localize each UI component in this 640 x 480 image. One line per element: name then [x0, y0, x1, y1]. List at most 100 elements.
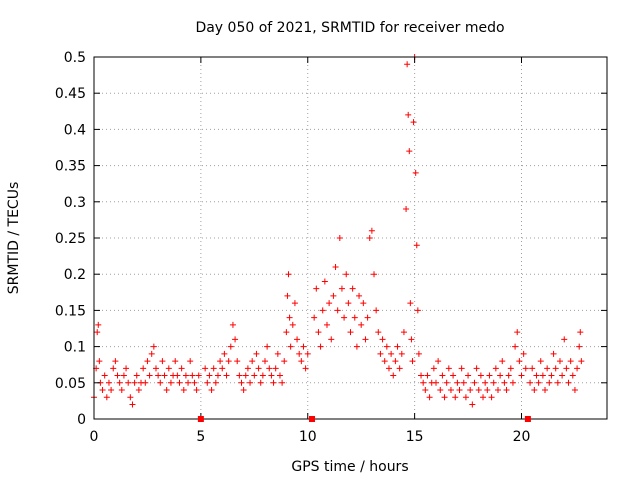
data-point — [125, 379, 132, 386]
data-point — [264, 343, 271, 350]
data-point — [240, 387, 247, 394]
y-tick-label: 0.15 — [55, 303, 86, 319]
data-point — [206, 372, 213, 379]
data-point — [319, 307, 326, 314]
data-point — [120, 372, 127, 379]
data-point — [577, 329, 584, 336]
data-point — [505, 372, 512, 379]
data-point — [182, 372, 189, 379]
data-point — [110, 365, 117, 372]
data-point — [185, 379, 192, 386]
y-tick-label: 0 — [77, 412, 86, 428]
chart-title: Day 050 of 2021, SRMTID for receiver med… — [195, 20, 504, 36]
x-axis-label: GPS time / hours — [291, 459, 408, 475]
data-point — [178, 365, 185, 372]
x-tick-label: 10 — [299, 429, 317, 445]
data-point — [304, 350, 311, 357]
data-point — [148, 350, 155, 357]
data-point — [379, 336, 386, 343]
data-point — [554, 379, 561, 386]
y-tick-label: 0.3 — [64, 195, 86, 211]
data-point — [400, 329, 407, 336]
data-point — [445, 365, 452, 372]
data-point — [371, 271, 378, 278]
data-point — [229, 321, 236, 328]
data-point — [514, 329, 521, 336]
data-point — [552, 365, 559, 372]
data-point — [326, 300, 333, 307]
data-point — [291, 300, 298, 307]
x-tick-label: 20 — [513, 429, 531, 445]
data-point — [349, 285, 356, 292]
data-point — [351, 314, 358, 321]
data-point — [311, 314, 318, 321]
data-point — [520, 350, 527, 357]
y-tick-label: 0.1 — [64, 340, 86, 356]
y-tick-label: 0.2 — [64, 267, 86, 283]
y-tick-label: 0.5 — [64, 50, 86, 66]
data-point — [219, 365, 226, 372]
data-point — [217, 358, 224, 365]
data-point — [210, 365, 217, 372]
data-point — [315, 329, 322, 336]
data-point — [140, 365, 147, 372]
data-point — [155, 372, 162, 379]
data-point — [396, 365, 403, 372]
data-point — [221, 350, 228, 357]
x-tick-label: 5 — [196, 429, 205, 445]
data-point — [268, 372, 275, 379]
data-point — [404, 61, 411, 68]
data-point — [462, 394, 469, 401]
data-point — [366, 235, 373, 241]
data-point — [227, 343, 234, 350]
data-point — [279, 379, 286, 386]
grid-layer — [94, 57, 607, 419]
data-point — [422, 387, 429, 394]
data-point — [214, 372, 221, 379]
gap-markers — [197, 416, 531, 422]
data-point — [486, 372, 493, 379]
data-point — [385, 365, 392, 372]
data-point — [195, 372, 202, 379]
data-point — [232, 336, 239, 343]
data-point — [360, 300, 367, 307]
data-point — [343, 271, 350, 278]
data-point — [507, 365, 514, 372]
data-point — [253, 350, 260, 357]
data-point — [257, 379, 264, 386]
data-point — [415, 350, 422, 357]
data-point — [266, 365, 273, 372]
data-point — [494, 387, 501, 394]
data-point — [437, 387, 444, 394]
data-point — [317, 343, 324, 350]
data-point — [118, 387, 125, 394]
data-point — [172, 358, 179, 365]
data-point — [501, 379, 508, 386]
data-point — [475, 387, 482, 394]
data-point — [330, 292, 337, 299]
data-point — [287, 343, 294, 350]
y-tick-label: 0.35 — [55, 159, 86, 175]
data-point — [144, 358, 151, 365]
data-point — [238, 379, 245, 386]
data-point — [452, 394, 459, 401]
ticks-layer: 0 5 10 15 20 0 0.05 0.1 0.15 0.2 0.25 0.3 0.35 0.4 0.4… — [55, 50, 607, 445]
data-point — [473, 365, 480, 372]
data-point — [406, 148, 413, 155]
data-point — [345, 300, 352, 307]
data-point — [274, 350, 281, 357]
data-point — [247, 379, 254, 386]
data-point — [105, 379, 112, 386]
data-point — [353, 343, 360, 350]
data-point — [492, 365, 499, 372]
data-point — [223, 372, 230, 379]
data-point — [176, 379, 183, 386]
data-point — [381, 358, 388, 365]
data-point — [321, 278, 328, 285]
data-point — [447, 387, 454, 394]
data-point — [408, 336, 415, 343]
data-point — [150, 343, 157, 350]
data-point — [373, 307, 380, 314]
